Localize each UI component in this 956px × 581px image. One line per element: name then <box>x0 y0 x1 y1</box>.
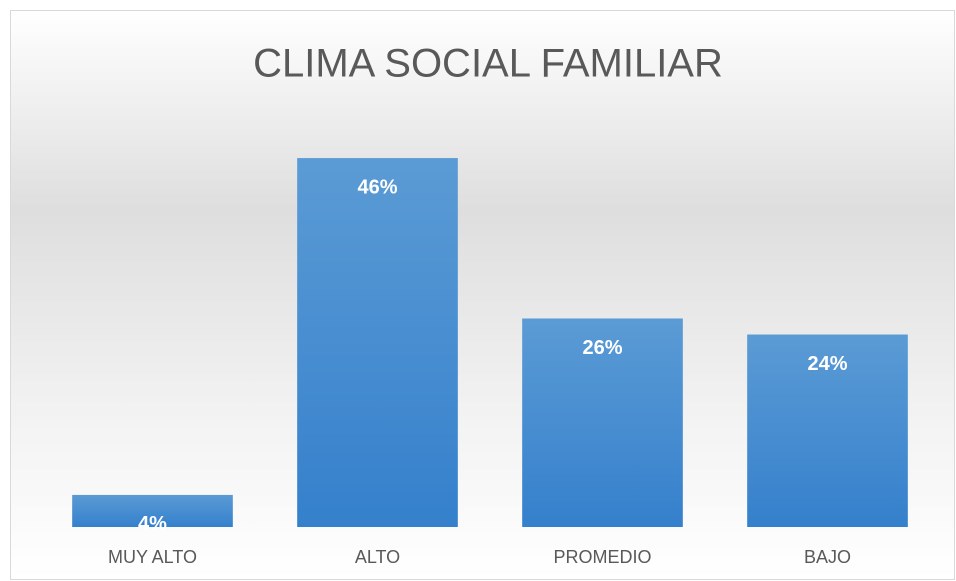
data-label: 4% <box>138 513 167 535</box>
data-label: 46% <box>357 176 397 198</box>
x-tick-label: MUY ALTO <box>108 547 197 567</box>
x-tick-label: PROMEDIO <box>553 547 651 567</box>
bar <box>297 158 458 527</box>
data-label: 24% <box>807 353 847 375</box>
bar <box>72 494 233 527</box>
x-tick-label: ALTO <box>355 547 400 567</box>
bar <box>522 318 683 527</box>
bar <box>747 334 908 527</box>
data-label: 26% <box>582 337 622 359</box>
chart-title: CLIMA SOCIAL FAMILIAR <box>253 42 723 86</box>
x-tick-label: BAJO <box>804 547 851 567</box>
